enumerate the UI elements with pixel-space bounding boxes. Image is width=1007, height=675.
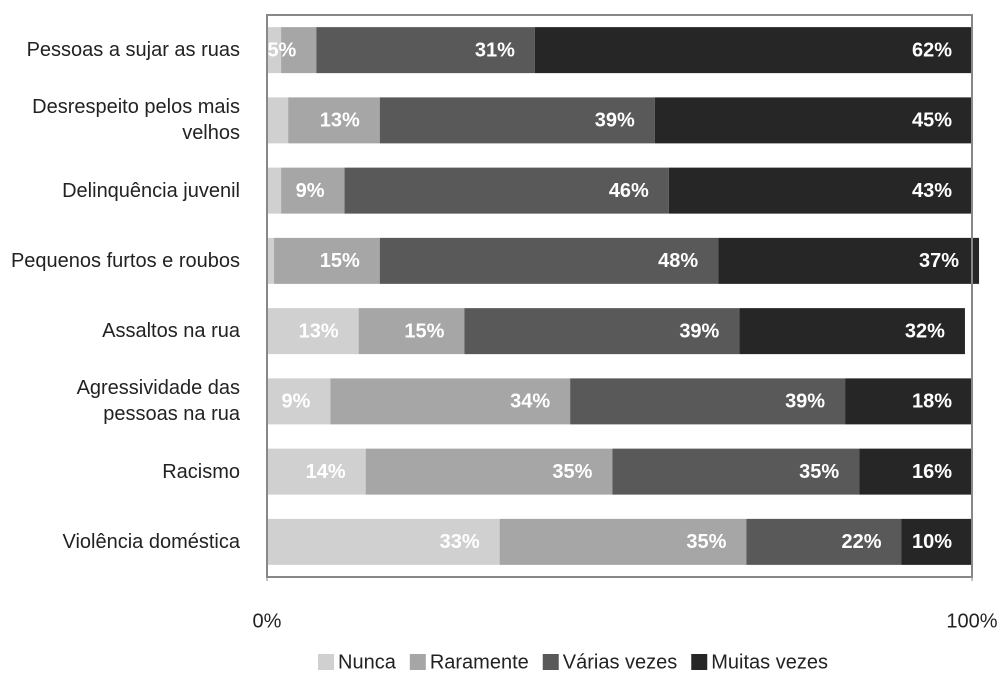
value-label: 31% — [475, 39, 515, 61]
legend-swatch — [409, 654, 426, 670]
value-label: 62% — [912, 39, 952, 61]
bar-segment — [267, 167, 282, 214]
bar-segment — [612, 448, 860, 495]
value-label: 13% — [299, 320, 339, 342]
bar-segment — [570, 378, 846, 425]
value-label: 34% — [510, 391, 550, 413]
bar-segment — [330, 378, 571, 425]
x-tick-label: 0% — [253, 610, 282, 632]
bar-segment — [746, 518, 902, 565]
bar-segment — [534, 27, 972, 74]
value-label: 16% — [912, 461, 952, 483]
bar-segment — [464, 308, 740, 355]
category-label: Violência doméstica — [62, 530, 240, 553]
value-label: 45% — [912, 110, 952, 132]
bar-segment — [267, 97, 289, 144]
plot-frame — [266, 14, 973, 578]
legend-label: Várias vezes — [563, 651, 678, 673]
bar-segment — [267, 27, 282, 74]
category-label: Agressividade das pessoas na rua — [76, 377, 240, 426]
bar-segment — [267, 237, 275, 284]
category-label: Delinquência juvenil — [62, 179, 240, 202]
value-label: 32% — [905, 320, 945, 342]
category-label: Pessoas a sujar as ruas — [26, 39, 240, 62]
bar-segment — [267, 518, 500, 565]
value-label: 35% — [552, 461, 592, 483]
bar-segment — [267, 378, 331, 425]
value-label: 39% — [785, 391, 825, 413]
bar-segment — [739, 308, 965, 355]
bar-segment — [365, 448, 613, 495]
legend-label: Nunca — [338, 651, 397, 673]
value-label: 43% — [912, 180, 952, 202]
bar-segment — [281, 27, 317, 74]
bar-segment — [358, 308, 465, 355]
value-label: 9% — [282, 391, 311, 413]
value-label: 39% — [679, 320, 719, 342]
value-label: 37% — [919, 250, 959, 272]
value-label: 46% — [609, 180, 649, 202]
value-label: 10% — [912, 531, 952, 553]
bar-segment — [379, 237, 719, 284]
legend-swatch — [691, 654, 708, 670]
value-label: 48% — [658, 250, 698, 272]
bar-segment — [379, 97, 655, 144]
bar-segment — [901, 518, 972, 565]
category-label: Racismo — [162, 460, 240, 483]
bar-segment — [859, 448, 972, 495]
x-tick-label: 100% — [946, 610, 997, 632]
bar-segment — [668, 167, 972, 214]
category-label: Pequenos furtos e roubos — [10, 249, 240, 272]
value-label: 14% — [306, 461, 346, 483]
value-label: 35% — [799, 461, 839, 483]
bar-segment — [654, 97, 972, 144]
value-label: 18% — [912, 391, 952, 413]
bar-segment — [281, 167, 345, 214]
value-label: 33% — [440, 531, 480, 553]
category-label: Desrespeito pelos mais velhos — [32, 96, 240, 145]
value-label: 5% — [267, 39, 296, 61]
bar-segment — [718, 237, 980, 284]
bar-segment — [288, 97, 380, 144]
bar-segment — [316, 27, 535, 74]
value-label: 39% — [595, 110, 635, 132]
legend-swatch — [318, 654, 334, 670]
bar-segment — [267, 448, 366, 495]
value-label: 15% — [320, 250, 360, 272]
bar-segment — [845, 378, 972, 425]
legend-label: Muitas vezes — [711, 651, 828, 673]
value-label: 15% — [404, 320, 444, 342]
value-label: 13% — [320, 110, 360, 132]
bar-segment — [267, 308, 359, 355]
legend-label: Raramente — [430, 651, 529, 673]
bar-segment — [344, 167, 669, 214]
category-label: Assaltos na rua — [102, 320, 240, 343]
legend-swatch — [542, 654, 559, 670]
value-label: 35% — [686, 531, 726, 553]
bar-segment — [274, 237, 380, 284]
bar-segment — [499, 518, 747, 565]
value-label: 9% — [296, 180, 325, 202]
value-label: 22% — [841, 531, 881, 553]
